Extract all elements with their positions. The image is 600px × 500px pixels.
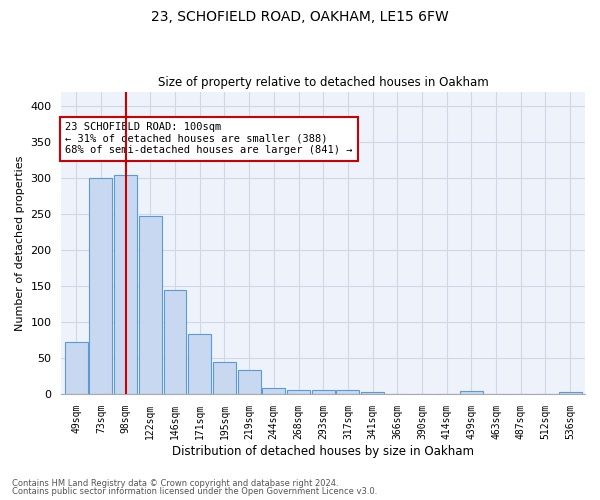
- Bar: [460, 391, 483, 394]
- Bar: [312, 390, 335, 394]
- Text: Contains HM Land Registry data © Crown copyright and database right 2024.: Contains HM Land Registry data © Crown c…: [12, 478, 338, 488]
- Bar: [164, 290, 187, 394]
- Bar: [361, 392, 384, 394]
- Bar: [139, 216, 162, 394]
- Bar: [337, 390, 359, 394]
- Bar: [188, 334, 211, 394]
- Bar: [213, 362, 236, 394]
- Bar: [89, 178, 112, 394]
- Text: 23, SCHOFIELD ROAD, OAKHAM, LE15 6FW: 23, SCHOFIELD ROAD, OAKHAM, LE15 6FW: [151, 10, 449, 24]
- Bar: [262, 388, 285, 394]
- X-axis label: Distribution of detached houses by size in Oakham: Distribution of detached houses by size …: [172, 444, 474, 458]
- Title: Size of property relative to detached houses in Oakham: Size of property relative to detached ho…: [158, 76, 488, 90]
- Bar: [238, 370, 260, 394]
- Bar: [65, 342, 88, 394]
- Text: Contains public sector information licensed under the Open Government Licence v3: Contains public sector information licen…: [12, 487, 377, 496]
- Y-axis label: Number of detached properties: Number of detached properties: [15, 156, 25, 330]
- Bar: [114, 174, 137, 394]
- Text: 23 SCHOFIELD ROAD: 100sqm
← 31% of detached houses are smaller (388)
68% of semi: 23 SCHOFIELD ROAD: 100sqm ← 31% of detac…: [65, 122, 353, 156]
- Bar: [559, 392, 581, 394]
- Bar: [287, 390, 310, 394]
